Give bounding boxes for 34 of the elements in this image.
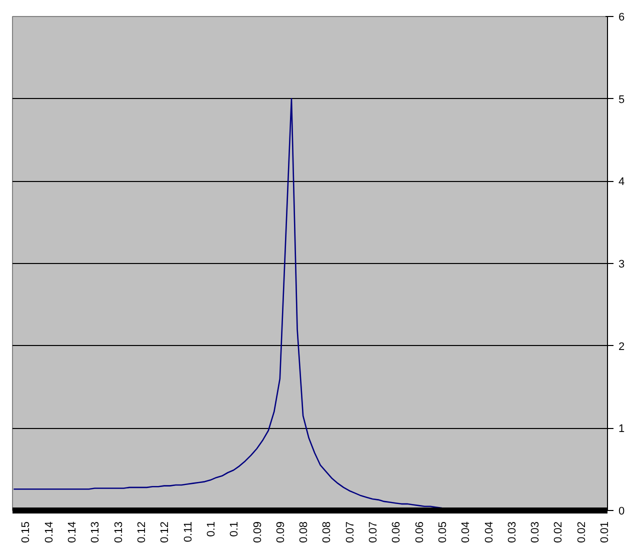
y-tick-label: 2 [618, 340, 625, 353]
x-tick-label: 0.06 [390, 521, 403, 543]
line-series [13, 98, 443, 509]
x-tick-label: 0.12 [136, 521, 148, 543]
y-tick-label: 3 [618, 258, 625, 270]
x-tick-label: 0.12 [159, 521, 172, 543]
x-tick-label: 0.04 [460, 521, 472, 543]
x-tick-label: 0.03 [506, 521, 518, 543]
x-tick-label: 0.08 [321, 521, 334, 543]
x-tick-label: 0.1 [205, 521, 218, 537]
x-tick-label: 0.02 [576, 521, 588, 543]
x-tick-label: 0.14 [43, 521, 56, 543]
y-tick-label: 0 [618, 506, 625, 518]
y-tick-label: 5 [618, 94, 625, 106]
x-tick-label: 0.04 [483, 521, 496, 543]
x-tick-label: 0.1 [228, 521, 241, 537]
x-tick-label: 0.13 [112, 521, 125, 543]
y-tick-label: 6 [618, 12, 625, 24]
y-tick-label: 4 [618, 176, 625, 188]
x-tick-label: 0.03 [530, 521, 542, 543]
y-tick-label: 1 [618, 423, 625, 436]
x-tick-label: 0.15 [20, 521, 32, 543]
x-tick-label: 0.11 [182, 522, 194, 542]
x-tick-label: 0.07 [368, 521, 380, 543]
x-tick-label: 0.14 [66, 521, 79, 543]
x-tick-label: 0.09 [274, 521, 287, 543]
x-tick-label: 0.06 [414, 521, 426, 543]
x-tick-label: 0.13 [90, 521, 102, 543]
x-tick-label: 0.05 [436, 521, 449, 543]
x-tick-label: 0.02 [552, 521, 565, 543]
x-tick-label: 0.07 [344, 521, 356, 543]
x-tick-label: 0.08 [298, 521, 310, 543]
x-tick-label: 0.01 [599, 521, 612, 543]
x-tick-label: 0.09 [252, 521, 264, 543]
